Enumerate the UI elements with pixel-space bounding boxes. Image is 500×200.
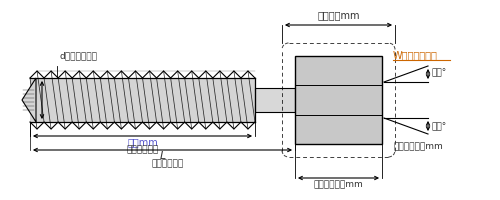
Text: （首下長さ）: （首下長さ） bbox=[152, 159, 184, 168]
Text: W１／２－１２: W１／２－１２ bbox=[393, 50, 438, 60]
Text: ネジ深さ１９mm: ネジ深さ１９mm bbox=[314, 180, 364, 189]
Polygon shape bbox=[30, 78, 255, 122]
Text: ２７．５mm: ２７．５mm bbox=[318, 10, 360, 20]
Text: １８°: １８° bbox=[431, 68, 446, 77]
Polygon shape bbox=[295, 56, 382, 144]
Polygon shape bbox=[22, 78, 36, 122]
Text: 六角対辺１７mm: 六角対辺１７mm bbox=[393, 142, 443, 151]
Text: １８°: １８° bbox=[431, 122, 446, 132]
Text: ４５mm: ４５mm bbox=[127, 137, 158, 147]
Text: L: L bbox=[160, 151, 166, 161]
Text: （ネジ長さ）: （ネジ長さ） bbox=[126, 145, 158, 154]
Text: d（ネジ外径）: d（ネジ外径） bbox=[60, 51, 98, 60]
Polygon shape bbox=[255, 88, 295, 112]
